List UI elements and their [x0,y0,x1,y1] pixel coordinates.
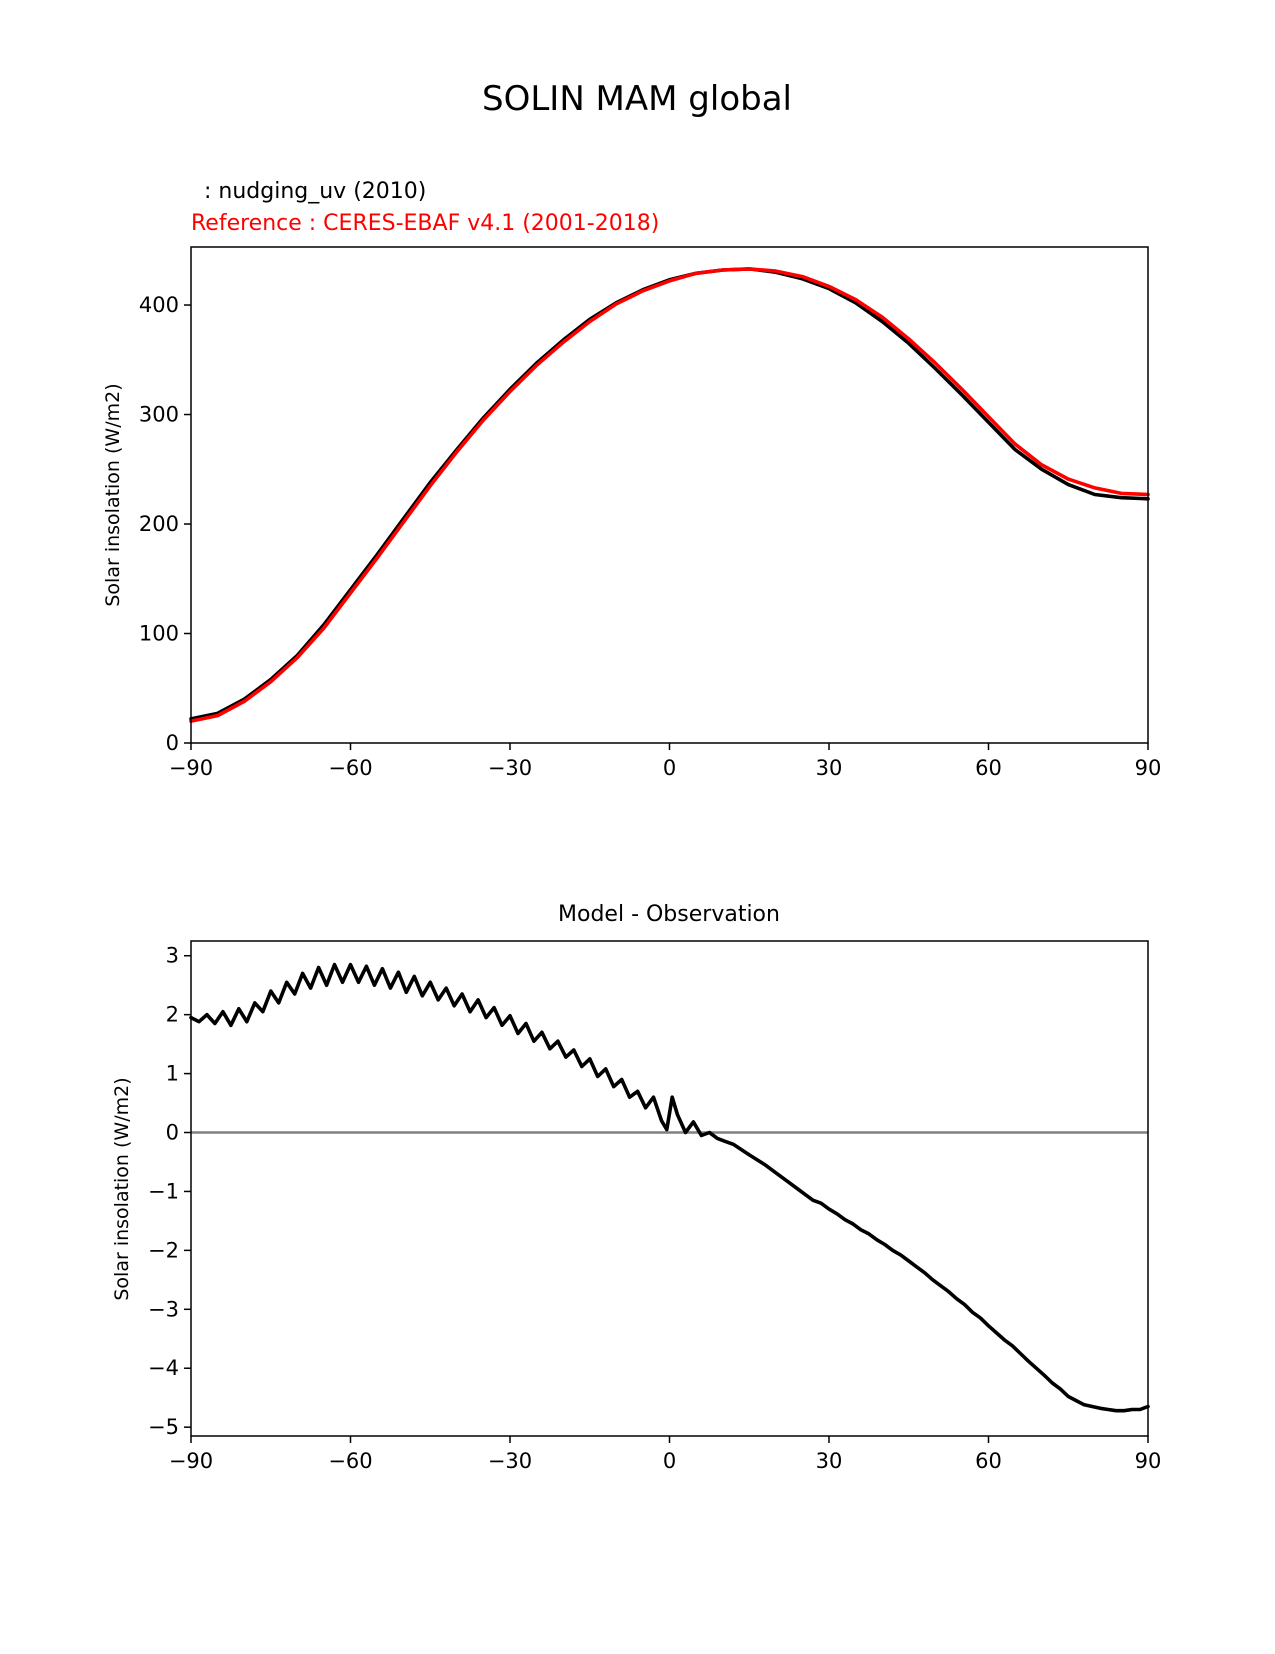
y-tick-label: −2 [148,1238,179,1262]
y-tick-label: 400 [139,293,179,317]
bottom-chart-title: Model - Observation [558,902,780,927]
top-y-axis-label: Solar insolation (W/m2) [102,383,124,606]
x-tick-label: 30 [816,1449,843,1473]
top-legend-model: : nudging_uv (2010) [197,179,426,204]
plot-frame [190,940,1149,1437]
x-tick-label: −30 [488,756,532,780]
x-tick-label: 90 [1135,1449,1162,1473]
series-line-1 [189,267,1150,721]
y-tick-label: 0 [166,731,179,755]
plot-frame [190,246,1149,744]
y-tick-label: −5 [148,1415,179,1439]
x-tick-label: −60 [328,756,372,780]
y-tick-label: −3 [148,1297,179,1321]
x-tick-label: 60 [975,756,1002,780]
y-tick-label: 200 [139,512,179,536]
bottom-plot-area: −90 −60 −30 0 30 60 90 3 2 1 0 −1 −2 −3 −4 −5 [148,940,1162,1473]
x-tick-label: 0 [663,1449,676,1473]
series-line-1 [189,962,1150,1413]
y-tick-label: 100 [139,622,179,646]
x-tick-label: 90 [1135,756,1162,780]
x-tick-label: −90 [169,1449,213,1473]
x-tick-label: 60 [975,1449,1002,1473]
y-tick-label: 1 [166,1062,179,1086]
top-plot-area: −90 −60 −30 0 30 60 90 0 100 200 300 400 [139,246,1162,780]
y-tick-label: 2 [166,1003,179,1027]
x-tick-label: −60 [328,1449,372,1473]
y-tick-label: 0 [166,1121,179,1145]
x-tick-label: −30 [488,1449,532,1473]
figure-title: SOLIN MAM global [482,79,792,119]
x-tick-label: 30 [816,756,843,780]
y-tick-label: −4 [148,1356,179,1380]
x-tick-label: 0 [663,756,676,780]
top-chart: : nudging_uv (2010) Reference : CERES-EB… [102,179,1161,780]
y-tick-label: 3 [166,944,179,968]
y-tick-label: 300 [139,403,179,427]
series-line-2 [189,267,1150,723]
top-legend-reference: Reference : CERES-EBAF v4.1 (2001-2018) [191,211,659,236]
bottom-y-axis-label: Solar insolation (W/m2) [111,1077,133,1300]
x-tick-label: −90 [169,756,213,780]
y-tick-label: −1 [148,1179,179,1203]
bottom-chart: Model - Observation Solar insolation (W/… [111,902,1161,1473]
